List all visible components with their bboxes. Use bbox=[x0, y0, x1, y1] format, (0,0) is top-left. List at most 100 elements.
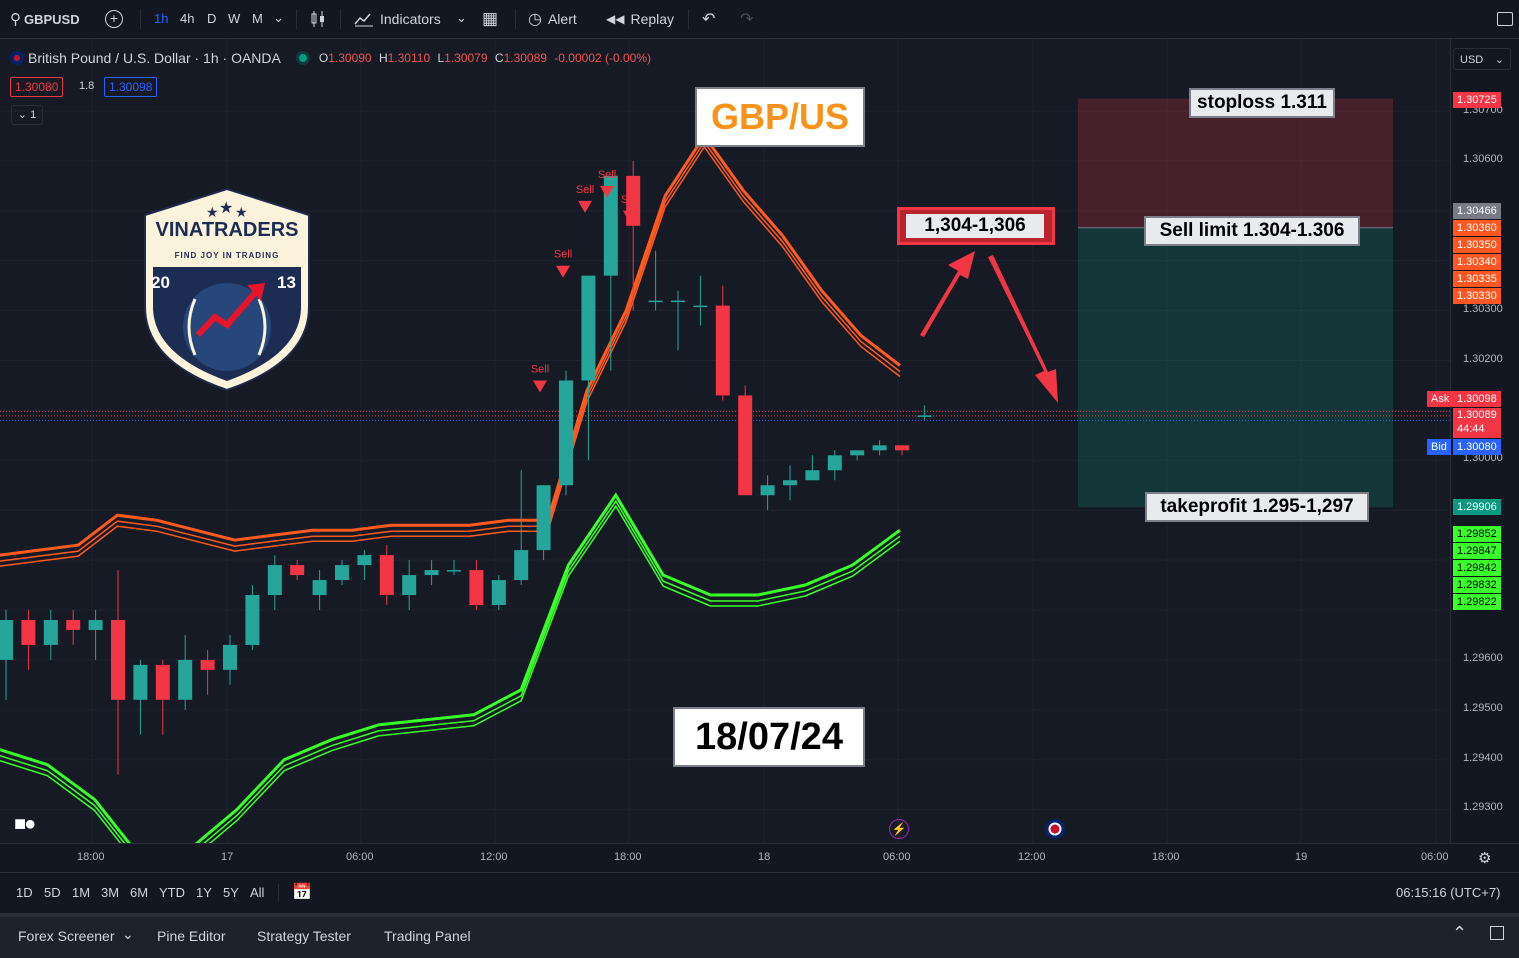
alert-button[interactable]: ◷ Alert bbox=[528, 0, 577, 38]
settings-gear-icon[interactable]: ⚙ bbox=[1478, 850, 1492, 867]
chevron-down-icon[interactable]: ⌄ bbox=[273, 10, 284, 25]
upper-band-line bbox=[0, 145, 901, 567]
candle-body bbox=[671, 300, 685, 303]
time-tick-label: 06:00 bbox=[883, 851, 911, 863]
tab-forex-screener[interactable]: Forex Screener bbox=[18, 928, 115, 944]
time-tick-label: 18:00 bbox=[614, 851, 642, 863]
tab-strategy-tester[interactable]: Strategy Tester bbox=[257, 928, 351, 944]
timeframe-w[interactable]: W bbox=[228, 11, 241, 26]
currency-select[interactable]: USD ⌄ bbox=[1453, 48, 1511, 70]
last-price-value: 1.30089 bbox=[1457, 409, 1497, 421]
undo-button[interactable]: ↶ bbox=[702, 0, 715, 38]
candle-body bbox=[581, 275, 596, 381]
chevron-down-icon[interactable]: ⌄ bbox=[122, 926, 134, 942]
candle-body bbox=[357, 555, 372, 566]
lower-band-tag: 1.29832 bbox=[1453, 577, 1501, 593]
sell-signal-icon bbox=[533, 380, 547, 393]
alarm-clock-icon: ◷ bbox=[528, 11, 542, 28]
economic-event-icon[interactable]: ⚡ bbox=[889, 819, 909, 839]
buy-price-button[interactable]: 1.30098 bbox=[104, 77, 158, 97]
candle-body bbox=[290, 565, 305, 576]
sell-signal-icon bbox=[623, 210, 637, 223]
chart-pane[interactable]: Sell Sell Sell Sell Sell British Pound / U.S… bbox=[0, 39, 1451, 843]
timeframe-d[interactable]: D bbox=[207, 11, 217, 26]
price-tick-label: 1.29400 bbox=[1463, 752, 1503, 764]
range-3m[interactable]: 3M bbox=[101, 885, 120, 900]
price-tick-label: 1.30600 bbox=[1463, 153, 1503, 165]
candle-body bbox=[895, 445, 909, 451]
indicator-collapse-button[interactable]: ⌄ 1 bbox=[11, 105, 43, 125]
range-5d[interactable]: 5D bbox=[44, 885, 61, 900]
range-1d[interactable]: 1D bbox=[16, 885, 33, 900]
candle-body bbox=[536, 485, 551, 551]
price-tick-label: 1.29600 bbox=[1463, 652, 1503, 664]
calendar-icon[interactable]: 📅 bbox=[292, 884, 312, 901]
candle-body bbox=[917, 415, 932, 417]
vinatraders-logo: ★ ★ ★ VINATRADERS FIND JOY IN TRADING 20… bbox=[143, 187, 311, 392]
candle-body bbox=[223, 644, 237, 670]
rewind-icon: ◀◀ bbox=[606, 12, 625, 26]
entry-price-tag: 1.30466 bbox=[1453, 203, 1501, 219]
timeframe-1h[interactable]: 1h bbox=[154, 11, 169, 26]
compare-button[interactable]: + bbox=[105, 0, 123, 38]
replay-label: Replay bbox=[630, 11, 675, 27]
chevron-down-icon: ⌄ bbox=[17, 109, 28, 121]
candle-body bbox=[111, 619, 125, 700]
spread-value: 1.8 bbox=[79, 80, 95, 92]
candle-body bbox=[783, 480, 797, 486]
indicators-chevron-icon[interactable]: ⌄ bbox=[456, 10, 467, 25]
bid-label: Bid bbox=[1427, 439, 1451, 455]
logo-year-right: 13 bbox=[277, 273, 296, 292]
range-5y[interactable]: 5Y bbox=[223, 885, 239, 900]
bottom-panel-tabs: Forex Screener ⌄ Pine Editor Strategy Te… bbox=[0, 913, 1519, 958]
range-all[interactable]: All bbox=[250, 885, 265, 900]
indicators-label: Indicators bbox=[380, 11, 441, 27]
candle-body bbox=[178, 659, 193, 700]
chevron-up-icon[interactable]: ⌃ bbox=[1452, 923, 1468, 943]
lower-band-line bbox=[0, 499, 901, 843]
tab-trading-panel[interactable]: Trading Panel bbox=[384, 928, 471, 944]
upper-band-line bbox=[0, 133, 901, 557]
upper-band-line bbox=[0, 140, 901, 562]
pair-title-annotation: GBP/US bbox=[695, 87, 865, 147]
range-1m[interactable]: 1M bbox=[72, 885, 91, 900]
symbol-search[interactable]: ⚲ GBPUSD bbox=[10, 0, 80, 38]
candle-body bbox=[491, 580, 506, 606]
time-axis[interactable]: 18:00 17 06:00 12:00 18:00 18 06:00 12:00 18:00 1… bbox=[0, 843, 1519, 872]
sell-signal-label: Sell bbox=[598, 169, 616, 181]
timeframe-m[interactable]: M bbox=[252, 11, 263, 26]
range-6m[interactable]: 6M bbox=[130, 885, 149, 900]
maximize-icon[interactable] bbox=[1490, 926, 1504, 943]
replay-button[interactable]: ◀◀ Replay bbox=[606, 0, 674, 38]
ask-label: Ask bbox=[1427, 391, 1454, 407]
price-tick-label: 1.30200 bbox=[1463, 353, 1503, 365]
timeframe-4h[interactable]: 4h bbox=[180, 11, 195, 26]
candle-body bbox=[267, 565, 282, 596]
time-tick-label: 06:00 bbox=[1421, 851, 1449, 863]
candle-body bbox=[424, 570, 439, 576]
entry-zone-frame: 1,304-1,306 bbox=[897, 207, 1055, 245]
time-tick-label: 06:00 bbox=[346, 851, 374, 863]
bid-price-tag: 1.30080 bbox=[1453, 439, 1501, 455]
layouts-button[interactable]: ▦ bbox=[482, 0, 498, 38]
candle-body bbox=[335, 565, 349, 581]
fullscreen-button[interactable] bbox=[1497, 0, 1513, 38]
lower-band-line bbox=[0, 492, 901, 843]
clock-timezone[interactable]: 06:15:16 (UTC+7) bbox=[1396, 885, 1501, 900]
ask-price-tag: 1.30098 bbox=[1453, 391, 1501, 407]
symbol-description: British Pound / U.S. Dollar · 1h · OANDA bbox=[28, 50, 281, 66]
chart-type-button[interactable] bbox=[310, 0, 326, 38]
indicators-icon bbox=[354, 13, 373, 27]
range-ytd[interactable]: YTD bbox=[159, 885, 185, 900]
indicators-button[interactable]: Indicators bbox=[354, 0, 441, 38]
uk-flag-event-icon[interactable] bbox=[1045, 819, 1065, 839]
tab-pine-editor[interactable]: Pine Editor bbox=[157, 928, 226, 944]
candle-body bbox=[514, 550, 529, 581]
range-1y[interactable]: 1Y bbox=[196, 885, 212, 900]
candle-body bbox=[200, 659, 215, 670]
date-range-bar: 1D 5D 1M 3M 6M YTD 1Y 5Y All 📅 06:15:16 … bbox=[0, 872, 1519, 913]
candle-body bbox=[715, 305, 730, 396]
sell-price-button[interactable]: 1.30080 bbox=[10, 77, 64, 97]
stoploss-label: stoploss 1.311 bbox=[1189, 88, 1335, 118]
redo-button[interactable]: ↷ bbox=[740, 0, 753, 38]
